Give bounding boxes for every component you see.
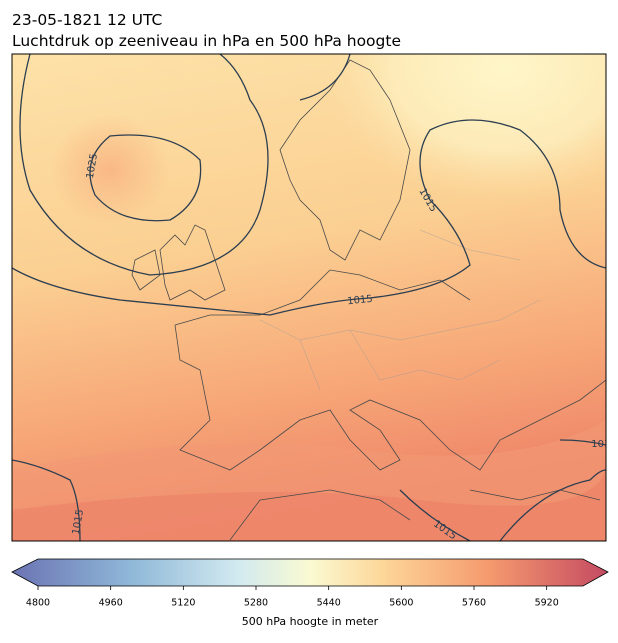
coastline	[229, 489, 601, 541]
isobar	[19, 54, 269, 276]
field-max	[50, 115, 170, 225]
contour-label: 1025	[85, 153, 100, 180]
isobar	[399, 489, 471, 541]
contour-label: 1015	[71, 509, 86, 536]
border	[259, 229, 541, 391]
colorbar-tick-label: 5600	[389, 598, 413, 609]
field-band	[12, 470, 606, 541]
map-frame	[11, 53, 607, 542]
isobar	[89, 134, 202, 222]
isobar	[12, 119, 606, 316]
colorbar-body	[11, 558, 609, 587]
colorbar-tick-label: 4800	[26, 598, 50, 609]
colorbar-tick-label: 5120	[171, 598, 195, 609]
colorbar-tick-label: 5440	[317, 598, 341, 609]
colorbar-tick-label: 5760	[462, 598, 486, 609]
map: 1025 1015 1015 1015 1015 1015	[12, 54, 616, 541]
title-date: 23-05-1821 12 UTC	[12, 11, 162, 29]
isobar	[499, 439, 606, 541]
title: Luchtdruk op zeeniveau in hPa en 500 hPa…	[12, 32, 401, 50]
colorbar-label: 500 hPa hoogte in meter	[242, 615, 379, 628]
isobar	[12, 459, 81, 541]
high-area	[200, 54, 606, 354]
contour-label: 1015	[591, 439, 616, 450]
colorbar-tick-label: 5280	[244, 598, 268, 609]
colorbar-tick-label: 5920	[535, 598, 559, 609]
coastline	[174, 269, 606, 471]
coastline	[131, 224, 226, 301]
contour-label: 1015	[347, 294, 373, 308]
colorbar-tick-label: 4960	[99, 598, 123, 609]
colorbar: 500 hPa hoogte in meter 4800 4960 5120 5280…	[11, 558, 609, 628]
isobar	[299, 54, 351, 101]
